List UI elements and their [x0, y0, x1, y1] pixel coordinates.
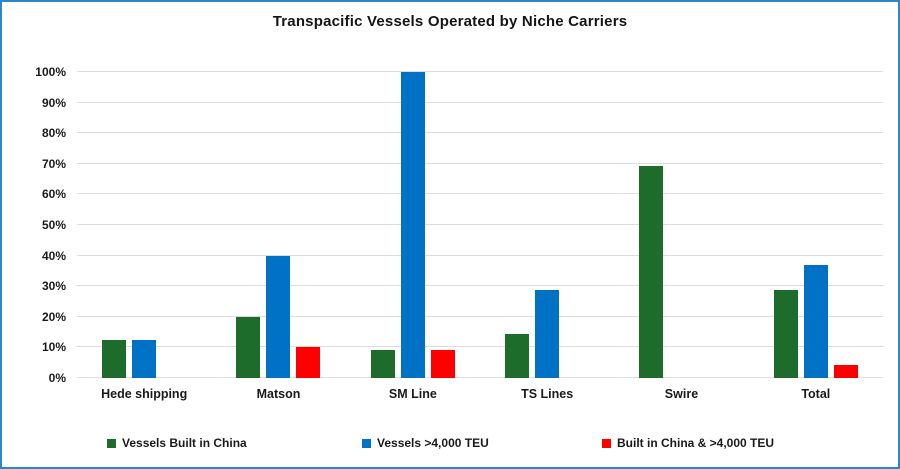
bar-vessels-built-in-china-total — [773, 290, 798, 378]
gridline-30% — [77, 285, 883, 287]
y-tick-label-80pct: 80% — [41, 126, 66, 141]
bar-built-in-china-4-000-teu-total — [833, 365, 858, 378]
y-tick-label-100pct: 100% — [35, 65, 66, 79]
gridline-0% — [77, 377, 883, 378]
gridline-50% — [77, 224, 883, 225]
bar-vessels-built-in-china-ts-lines — [505, 334, 530, 378]
y-tick-label-90pct: 90% — [41, 95, 66, 110]
gridline-40% — [77, 254, 883, 256]
x-label-hede-shipping: Hede shipping — [101, 387, 188, 401]
legend-item-built-in-china-4-000-teu: Built in China & >4,000 TEU — [602, 436, 774, 450]
bar-vessels-4-000-teu-ts-lines — [535, 290, 560, 378]
legend-swatch-icon — [362, 438, 371, 448]
plot-area — [77, 71, 883, 378]
x-label-swire: Swire — [664, 387, 699, 401]
bar-group-sm-line — [346, 72, 480, 378]
bar-vessels-built-in-china-sm-line — [370, 349, 395, 378]
bar-vessels-4-000-teu-sm-line — [400, 72, 425, 378]
bar-built-in-china-4-000-teu-matson — [296, 347, 321, 378]
y-tick-label-30pct: 30% — [41, 279, 66, 294]
x-label-total: Total — [801, 387, 831, 401]
y-tick-label-70pct: 70% — [41, 156, 66, 171]
bar-group-hede-shipping — [77, 72, 211, 378]
gridline-20% — [77, 315, 883, 317]
legend-label: Vessels Built in China — [122, 436, 247, 450]
chart-title: Transpacific Vessels Operated by Niche C… — [272, 13, 628, 30]
y-tick-label-50pct: 50% — [41, 218, 66, 232]
gridline-80% — [77, 132, 883, 134]
x-label-sm-line: SM Line — [388, 387, 437, 401]
bar-vessels-4-000-teu-total — [803, 264, 828, 378]
legend-label: Built in China & >4,000 TEU — [617, 436, 775, 450]
x-label-ts-lines: TS Lines — [521, 387, 574, 401]
gridline-70% — [77, 162, 883, 164]
gridline-60% — [77, 193, 883, 195]
bar-groups — [77, 72, 883, 378]
x-axis-category-labels: Hede shipping Matson SM Line TS Lines Swire T… — [77, 387, 883, 401]
legend-item-vessels-built-in-china: Vessels Built in China — [107, 436, 247, 450]
gridline-90% — [77, 101, 883, 103]
legend-label: Vessels >4,000 TEU — [377, 436, 489, 450]
y-tick-label-60pct: 60% — [41, 187, 66, 202]
gridline-10% — [77, 346, 883, 348]
legend-swatch-icon — [602, 438, 611, 448]
bar-group-matson — [211, 72, 345, 378]
x-label-matson: Matson — [256, 387, 301, 401]
gridline-100% — [77, 71, 883, 72]
y-tick-label-10pct: 10% — [41, 340, 66, 355]
bar-vessels-4-000-teu-matson — [266, 255, 291, 378]
bar-vessels-4-000-teu-hede-shipping — [132, 339, 157, 378]
bar-vessels-built-in-china-matson — [236, 316, 261, 378]
bar-built-in-china-4-000-teu-sm-line — [430, 349, 455, 378]
y-tick-label-0pct: 0% — [48, 371, 66, 385]
bar-vessels-built-in-china-swire — [639, 166, 664, 378]
bar-group-ts-lines — [480, 72, 614, 378]
bar-group-total — [749, 72, 883, 378]
legend-swatch-icon — [107, 438, 116, 448]
y-tick-label-20pct: 20% — [41, 309, 66, 324]
y-axis-tick-labels: 0% 10% 20% 30% 40% 50% 60% 70% 80% 90% 100% — [2, 66, 66, 384]
legend-item-vessels-4-000-teu: Vessels >4,000 TEU — [362, 436, 489, 450]
bar-vessels-built-in-china-hede-shipping — [102, 339, 127, 378]
bar-group-swire — [614, 72, 748, 378]
y-tick-label-40pct: 40% — [41, 248, 66, 263]
